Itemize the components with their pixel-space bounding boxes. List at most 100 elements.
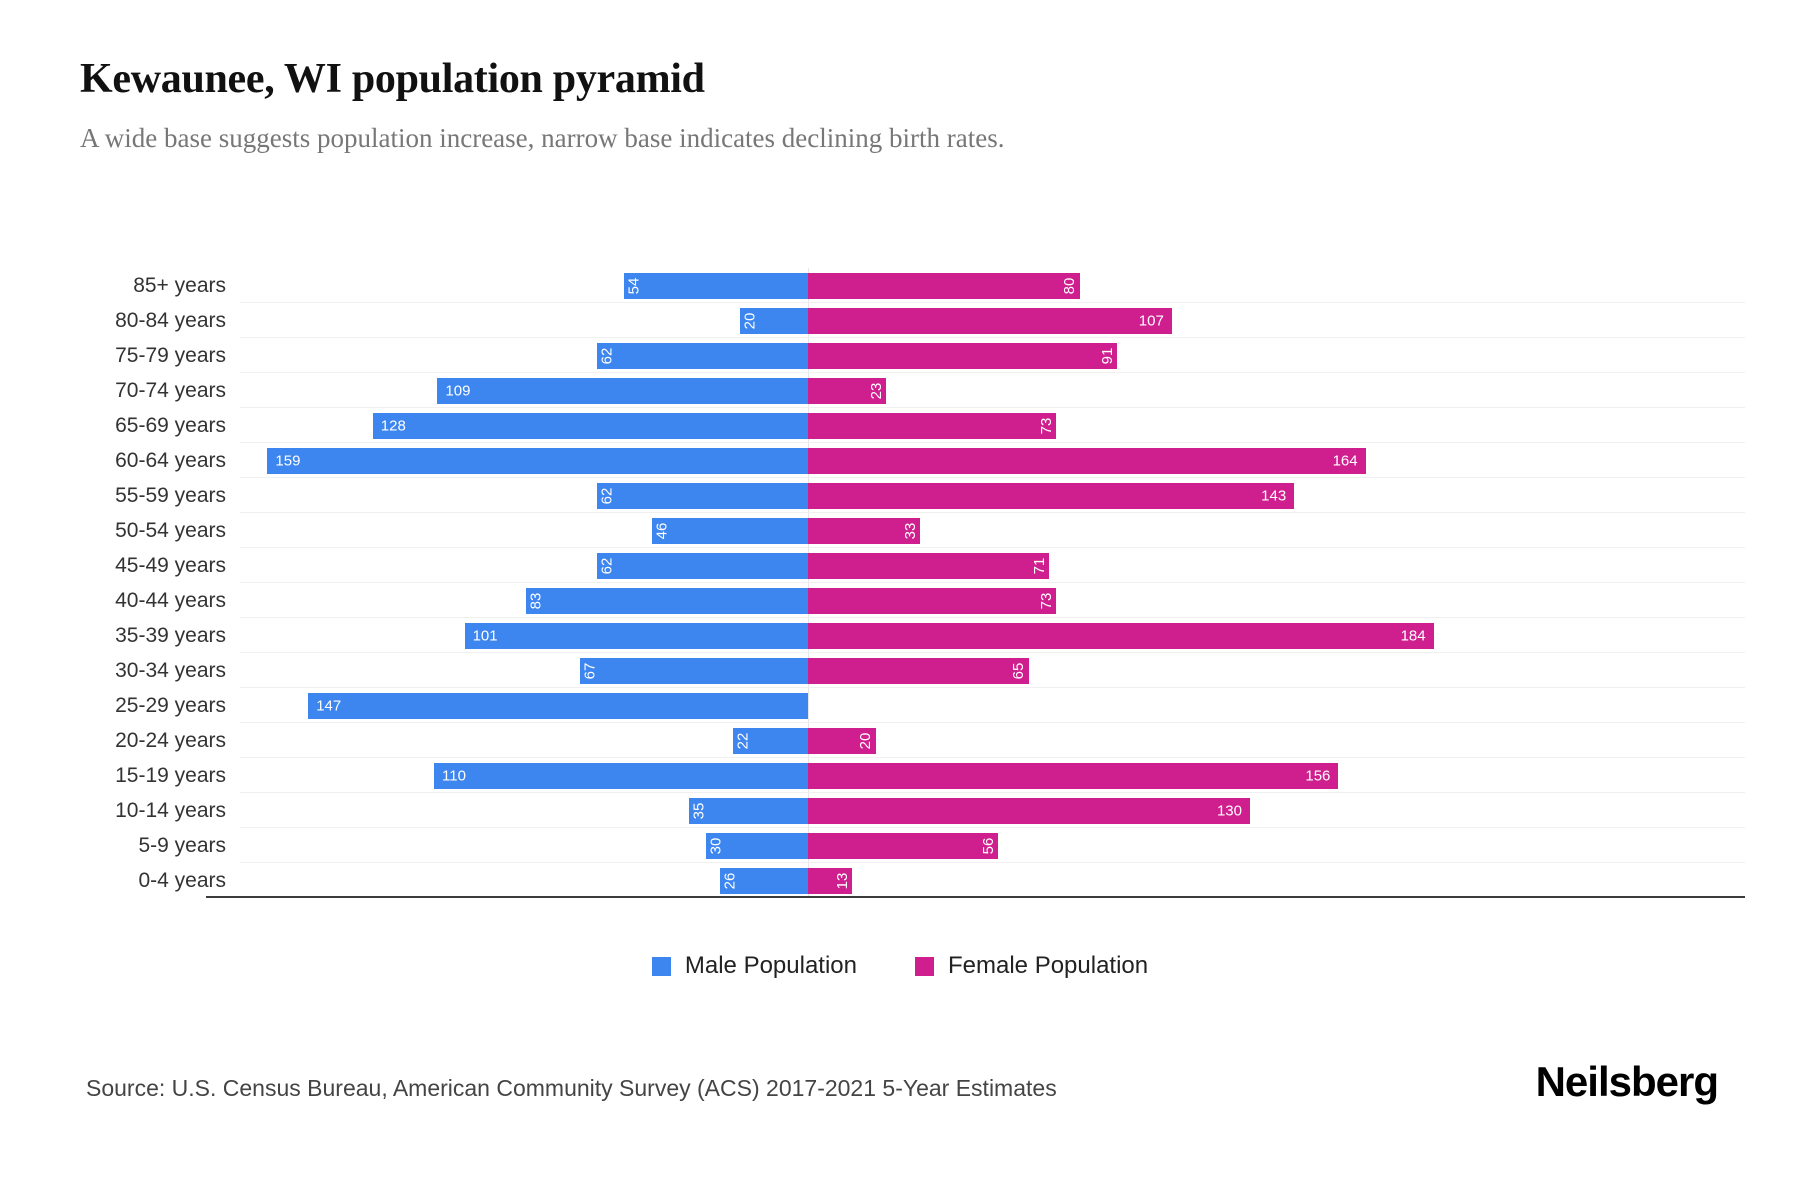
gridline [240,652,1745,653]
bar-male[interactable]: 30 [706,832,808,859]
bar-female[interactable]: 33 [808,517,921,544]
pyramid-row: 75-79 years 62 91 [115,338,1745,373]
gridline [240,722,1745,723]
bar-female[interactable]: 80 [808,272,1080,299]
bar-value-male: 67 [581,662,599,679]
bar-female[interactable]: 91 [808,342,1118,369]
bar-female[interactable]: 73 [808,587,1057,614]
pyramid-row: 50-54 years 46 33 [115,513,1745,548]
bar-female[interactable]: 156 [808,762,1339,789]
bar-value-male: 26 [721,872,739,889]
pyramid-row: 60-64 years 159 164 [115,443,1745,478]
bar-value-male: 83 [527,592,545,609]
gridline [240,582,1745,583]
bar-value-female: 23 [867,382,885,399]
bar-value-female: 56 [979,837,997,854]
gridline [240,547,1745,548]
page-subtitle: A wide base suggests population increase… [80,123,1005,153]
gridline [240,477,1745,478]
pyramid-row: 80-84 years 20 107 [115,303,1745,338]
bar-male[interactable]: 26 [719,867,808,894]
bar-female[interactable]: 13 [808,867,853,894]
bar-male[interactable]: 62 [597,342,808,369]
bar-value-male: 128 [380,417,406,434]
y-axis-label: 65-69 years [115,414,226,437]
bar-female[interactable]: 23 [808,377,887,404]
y-axis-label: 35-39 years [115,624,226,647]
bar-male[interactable]: 54 [624,272,808,299]
bar-male[interactable]: 67 [580,657,808,684]
bar-male[interactable]: 46 [651,517,808,544]
y-axis-label: 45-49 years [115,554,226,577]
bar-value-male: 22 [734,732,752,749]
chart-legend: Male Population Female Population [0,952,1800,980]
y-axis-label: 50-54 years [115,519,226,542]
source-note: Source: U.S. Census Bureau, American Com… [86,1075,1057,1101]
bar-value-male: 62 [598,557,616,574]
gridline [240,302,1745,303]
gridline [240,337,1745,338]
y-axis-label: 85+ years [133,274,226,297]
bar-female[interactable]: 65 [808,657,1029,684]
bar-female[interactable]: 73 [808,412,1057,439]
bar-female[interactable]: 20 [808,727,876,754]
legend-swatch-male-icon [651,956,671,976]
pyramid-plot: 85+ years 54 80 80-84 years 20 107 75-79 years… [115,268,1745,898]
legend-item-female[interactable]: Female Population [915,952,1148,980]
bar-value-female: 73 [1037,592,1055,609]
bar-male[interactable]: 128 [372,412,808,439]
bar-female[interactable]: 143 [808,482,1295,509]
bar-female[interactable]: 164 [808,447,1366,474]
bar-male[interactable]: 109 [437,377,808,404]
bar-value-female: 71 [1030,557,1048,574]
bar-female[interactable]: 184 [808,622,1434,649]
pyramid-row: 65-69 years 128 73 [115,408,1745,443]
bar-female[interactable]: 130 [808,797,1250,824]
bar-male[interactable]: 101 [464,622,808,649]
legend-item-male[interactable]: Male Population [651,952,857,980]
pyramid-row: 15-19 years 110 156 [115,758,1745,793]
bar-female[interactable]: 56 [808,832,999,859]
bar-value-female: 20 [857,732,875,749]
pyramid-row: 45-49 years 62 71 [115,548,1745,583]
gridline [240,617,1745,618]
pyramid-row: 35-39 years 101 184 [115,618,1745,653]
bar-value-male: 35 [690,802,708,819]
bar-value-male: 109 [445,382,471,399]
y-axis-label: 5-9 years [138,834,226,857]
bar-male[interactable]: 20 [740,307,808,334]
y-axis-label: 30-34 years [115,659,226,682]
bar-male[interactable]: 83 [525,587,808,614]
gridline [240,407,1745,408]
y-axis-label: 0-4 years [138,869,226,892]
pyramid-row: 55-59 years 62 143 [115,478,1745,513]
bar-male[interactable]: 62 [597,552,808,579]
pyramid-row: 40-44 years 83 73 [115,583,1745,618]
pyramid-row: 5-9 years 30 56 [138,828,1745,863]
legend-swatch-female-icon [915,956,934,976]
pyramid-row: 10-14 years 35 130 [115,793,1745,828]
bar-male[interactable]: 22 [733,727,808,754]
bar-value-female: 164 [1332,452,1358,469]
bar-male[interactable]: 62 [597,482,808,509]
bar-male[interactable]: 147 [308,692,808,719]
y-axis-label: 80-84 years [115,309,226,332]
bar-female[interactable]: 107 [808,307,1172,334]
pyramid-row: 70-74 years 109 23 [115,373,1745,408]
bar-value-male: 159 [275,452,301,469]
bar-male[interactable]: 35 [689,797,808,824]
bar-value-male: 46 [653,522,671,539]
bar-male[interactable]: 110 [434,762,808,789]
y-axis-label: 40-44 years [115,589,226,612]
pyramid-row: 30-34 years 67 65 [115,653,1745,688]
bar-value-male: 30 [707,837,725,854]
bar-female[interactable]: 71 [808,552,1050,579]
gridline [240,862,1745,863]
y-axis-label: 70-74 years [115,379,226,402]
pyramid-row: 85+ years 54 80 [133,268,1745,303]
bar-value-female: 91 [1098,347,1116,364]
brand-logo: Neilsberg [1535,1058,1719,1105]
bar-value-female: 143 [1261,487,1287,504]
bar-male[interactable]: 159 [267,447,808,474]
